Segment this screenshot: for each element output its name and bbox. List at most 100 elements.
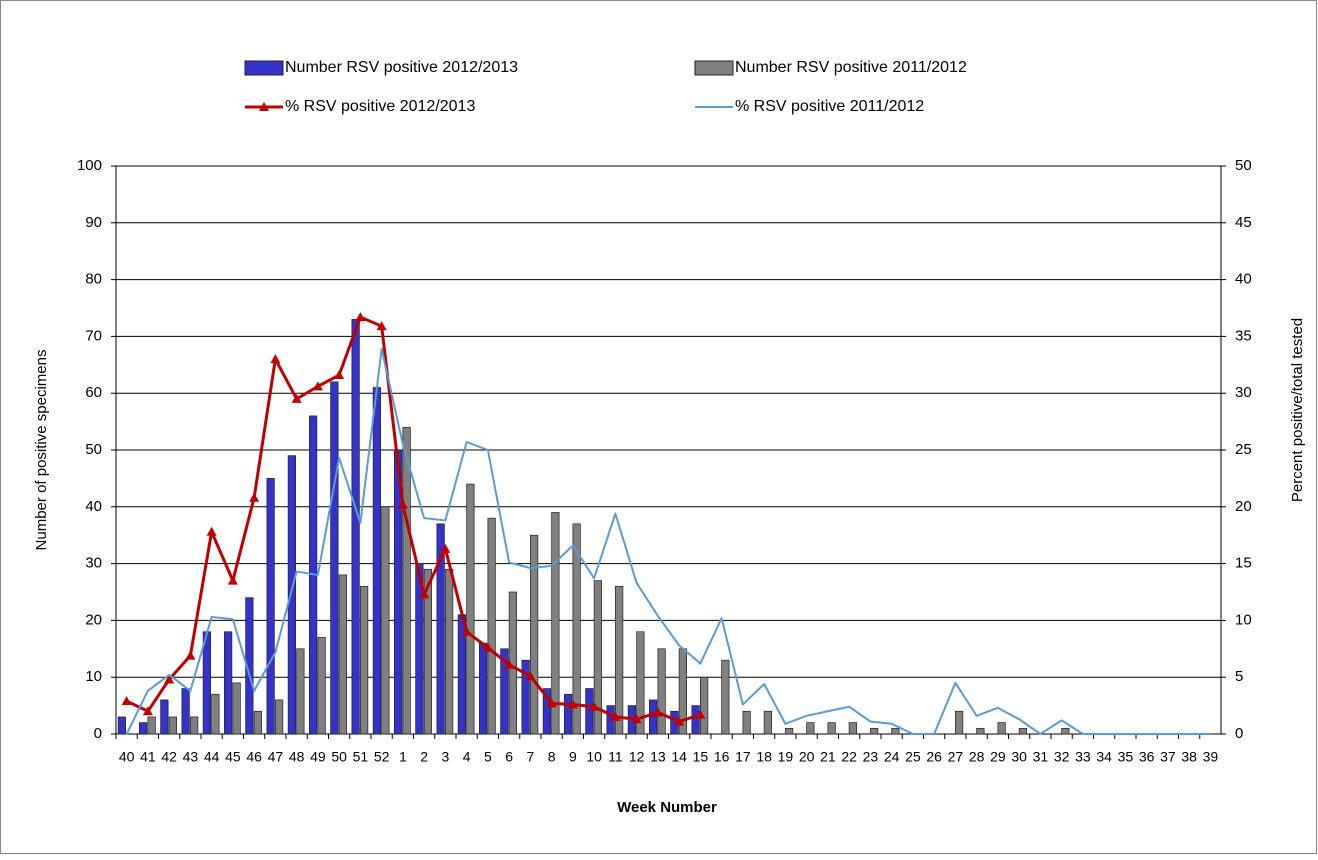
- line-marker: [312, 381, 323, 391]
- line-marker: [589, 701, 600, 711]
- bar: [487, 517, 496, 735]
- bar: [338, 574, 347, 735]
- x-tick-label: 11: [608, 749, 623, 765]
- line-marker: [482, 642, 493, 652]
- bar: [211, 693, 220, 735]
- line-marker: [610, 711, 621, 721]
- line-marker: [695, 709, 706, 719]
- bar: [287, 455, 296, 735]
- bar: [891, 727, 900, 735]
- line-marker: [504, 659, 515, 669]
- y-tick-label: 10: [85, 668, 102, 685]
- x-axis-title: Week Number: [617, 799, 717, 816]
- y2-tick-label: 40: [1235, 271, 1252, 288]
- bar: [615, 585, 624, 735]
- x-tick-label: 47: [268, 749, 284, 765]
- x-tick-label: 48: [289, 749, 305, 765]
- y-tick-label: 50: [85, 441, 102, 458]
- bar: [1061, 727, 1070, 735]
- x-tick-label: 44: [204, 749, 220, 765]
- y2-tick-label: 30: [1235, 384, 1252, 401]
- x-tick-label: 43: [183, 749, 199, 765]
- bar: [394, 449, 403, 735]
- line-marker: [567, 699, 578, 709]
- bar: [742, 710, 751, 735]
- x-tick-label: 22: [841, 749, 857, 765]
- y2-tick-label: 0: [1235, 725, 1243, 742]
- bar: [593, 580, 602, 735]
- y-tick-label: 0: [94, 725, 102, 742]
- bar: [190, 716, 199, 735]
- y2-tick-label: 10: [1235, 611, 1252, 628]
- x-tick-label: 14: [671, 749, 687, 765]
- x-tick-label: 29: [990, 749, 1006, 765]
- line-marker: [227, 575, 238, 585]
- x-tick-label: 23: [863, 749, 879, 765]
- y2-tick-label: 25: [1235, 441, 1252, 458]
- bar: [245, 597, 254, 735]
- bar: [445, 568, 454, 735]
- line-marker: [674, 716, 685, 726]
- line-marker: [291, 393, 302, 403]
- line-marker: [397, 499, 408, 509]
- x-tick-label: 34: [1096, 749, 1112, 765]
- x-tick-label: 32: [1054, 749, 1070, 765]
- line-marker: [546, 698, 557, 708]
- bar: [317, 637, 326, 735]
- x-tick-label: 13: [650, 749, 666, 765]
- x-tick-label: 3: [441, 749, 449, 765]
- bar: [372, 387, 381, 735]
- bar: [564, 693, 573, 735]
- x-tick-label: 21: [820, 749, 836, 765]
- line-marker: [121, 696, 132, 706]
- bar: [181, 688, 190, 735]
- x-tick-label: 52: [374, 749, 390, 765]
- line-marker: [185, 650, 196, 660]
- x-tick-label: 49: [310, 749, 326, 765]
- bar: [1018, 727, 1027, 735]
- x-tick-label: 39: [1203, 749, 1219, 765]
- line-marker: [419, 589, 430, 599]
- bar: [997, 722, 1006, 735]
- bar: [224, 631, 233, 735]
- line-marker: [164, 674, 175, 684]
- y2-tick-label: 20: [1235, 498, 1252, 515]
- bar: [266, 478, 275, 735]
- line-marker: [206, 526, 217, 536]
- y-axis-title: Number of positive specimens: [33, 350, 50, 551]
- bar: [351, 319, 360, 735]
- y2-tick-label: 35: [1235, 327, 1252, 344]
- x-tick-label: 18: [756, 749, 772, 765]
- x-tick-label: 2: [420, 749, 428, 765]
- line-marker: [652, 707, 663, 717]
- bar: [147, 716, 156, 735]
- legend-label: Number RSV positive 2011/2012: [735, 59, 967, 76]
- x-tick-label: 35: [1118, 749, 1134, 765]
- bar: [585, 688, 594, 735]
- bar: [381, 506, 390, 735]
- x-tick-label: 4: [463, 749, 471, 765]
- line-marker: [440, 543, 451, 553]
- x-tick-label: 42: [161, 749, 177, 765]
- bar: [466, 483, 475, 735]
- x-tick-label: 45: [225, 749, 241, 765]
- y2-axis-title: Percent positive/total tested: [1289, 318, 1306, 502]
- bar: [721, 659, 730, 735]
- line-marker: [376, 321, 387, 331]
- bar: [806, 722, 815, 735]
- bar: [139, 722, 148, 735]
- bar: [275, 699, 284, 735]
- x-tick-label: 27: [948, 749, 964, 765]
- bar: [168, 716, 177, 735]
- bar: [202, 631, 211, 735]
- y-tick-label: 70: [85, 327, 102, 344]
- bar: [253, 710, 262, 735]
- x-tick-label: 40: [119, 749, 135, 765]
- bar: [955, 710, 964, 735]
- line-marker: [249, 492, 260, 502]
- bar: [436, 523, 445, 735]
- legend-swatch: [244, 60, 284, 76]
- line-marker: [631, 714, 642, 724]
- bar: [691, 705, 700, 735]
